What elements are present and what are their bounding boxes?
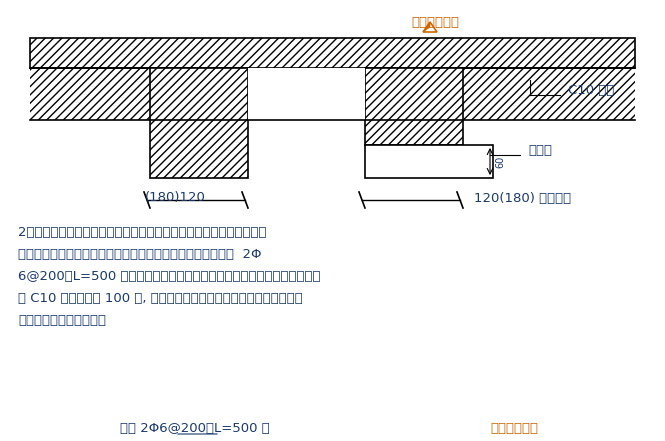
Polygon shape — [423, 22, 437, 32]
Text: (180)120: (180)120 — [144, 191, 205, 205]
Text: 砖垫层: 砖垫层 — [528, 143, 552, 157]
Text: 搞 C10 混凝土垫层 100 厚, 绑扎首层梁结构时梁面留设的两排钢筋弯至: 搞 C10 混凝土垫层 100 厚, 绑扎首层梁结构时梁面留设的两排钢筋弯至 — [18, 292, 303, 304]
Polygon shape — [423, 22, 430, 32]
FancyBboxPatch shape — [30, 38, 635, 68]
Text: 地面各栋标高: 地面各栋标高 — [411, 15, 459, 29]
Text: 施工时，主梁和次梁一起浇筑至板底标高处，在主次梁面留插  2Φ: 施工时，主梁和次梁一起浇筑至板底标高处，在主次梁面留插 2Φ — [18, 247, 261, 261]
Text: 留插 2Φ6@200、L=500 筋: 留插 2Φ6@200、L=500 筋 — [120, 422, 270, 434]
FancyBboxPatch shape — [365, 68, 463, 145]
Text: 6@200、L=500 筋。在拆除梁模板后随即回填土方，夯实至板底标高处，: 6@200、L=500 筋。在拆除梁模板后随即回填土方，夯实至板底标高处， — [18, 269, 321, 283]
Text: 2、由于工期紧迫，建议保持主梁的截面及次梁标高降低至板底位置。: 2、由于工期紧迫，建议保持主梁的截面及次梁标高降低至板底位置。 — [18, 225, 267, 239]
Text: 120(180) 砖模厚度: 120(180) 砖模厚度 — [474, 191, 571, 205]
Text: 各栋地面标高: 各栋地面标高 — [490, 422, 538, 434]
Text: C10 素砼: C10 素砼 — [568, 83, 614, 97]
Text: 板的面筋下。详见下图。: 板的面筋下。详见下图。 — [18, 314, 106, 326]
Text: 60: 60 — [495, 155, 505, 168]
FancyBboxPatch shape — [150, 68, 248, 178]
FancyBboxPatch shape — [248, 68, 365, 120]
FancyBboxPatch shape — [365, 145, 493, 178]
